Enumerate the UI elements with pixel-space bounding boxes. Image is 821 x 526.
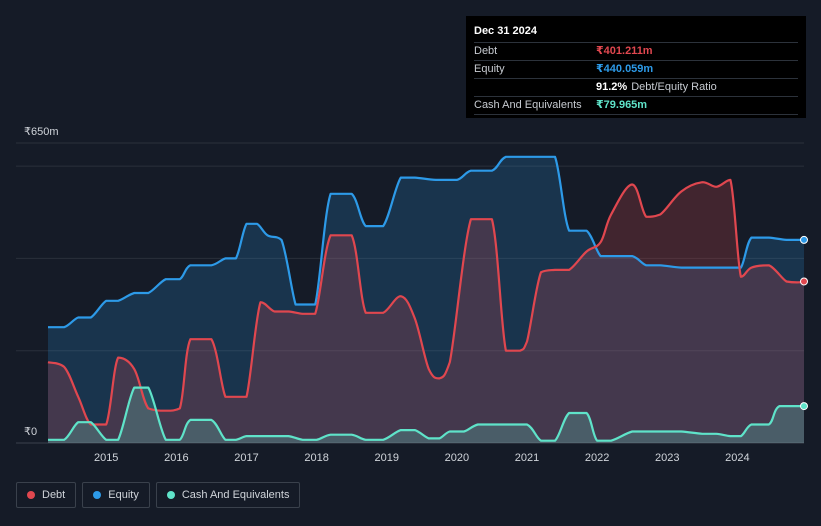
tooltip-ratio-label: Debt/Equity Ratio: [631, 81, 717, 93]
x-axis-ticks: 2015 2016 2017 2018 2019 2020 2021 2022 2023 2024: [94, 452, 750, 464]
equity-line: [47, 155, 804, 329]
tooltip-equity-label: Equity: [474, 63, 505, 75]
tooltip-row-debt: Debt ₹401.211m: [474, 43, 798, 61]
x-tick-label-2016: 2016: [164, 452, 188, 464]
legend-equity-dot-icon: [93, 491, 102, 499]
x-tick-label-2018: 2018: [304, 452, 328, 464]
equity-end-marker: [800, 235, 808, 244]
tooltip-date: Dec 31 2024: [474, 24, 798, 43]
debt-end-marker: [800, 277, 808, 286]
legend-item-cash[interactable]: Cash And Equivalents: [155, 482, 301, 508]
legend-debt-dot-icon: [27, 491, 35, 499]
x-tick-label-2021: 2021: [515, 452, 539, 464]
tooltip-row-ratio: 91.2% Debt/Equity Ratio: [474, 79, 798, 97]
cash-and-equivalents-end-marker: [800, 402, 808, 411]
x-tick-label-2024: 2024: [725, 452, 749, 464]
cash-and-equivalents-line: [48, 386, 804, 442]
legend-item-equity[interactable]: Equity: [82, 482, 150, 508]
legend-cash-dot-icon: [166, 491, 175, 499]
tooltip-debt-value: ₹401.211m: [596, 45, 653, 57]
x-tick-label-2023: 2023: [655, 452, 679, 464]
legend-cash-label: Cash And Equivalents: [181, 489, 290, 501]
tooltip-row-cash: Cash And Equivalents ₹79.965m: [474, 97, 798, 115]
chart-end-markers: [800, 235, 808, 411]
debt-line: [47, 178, 805, 426]
y-axis-top-label: ₹650m: [24, 126, 59, 138]
x-tick-label-2015: 2015: [94, 452, 118, 464]
legend-item-debt[interactable]: Debt: [16, 482, 77, 508]
tooltip-cash-label: Cash And Equivalents: [474, 99, 582, 111]
chart-lines: [47, 155, 805, 442]
x-tick-label-2020: 2020: [445, 452, 469, 464]
tooltip-ratio-value: 91.2%: [596, 81, 628, 93]
tooltip-row-equity: Equity ₹440.059m: [474, 61, 798, 79]
x-tick-label-2022: 2022: [585, 452, 609, 464]
tooltip-debt-label: Debt: [474, 45, 498, 57]
debt-equity-chart: 2015 2016 2017 2018 2019 2020 2021 2022 2023 2024…: [16, 126, 808, 464]
x-tick-label-2019: 2019: [374, 452, 398, 464]
chart-areas: [48, 156, 804, 444]
debt-area: [48, 179, 804, 443]
tooltip-panel: Dec 31 2024 Debt ₹401.211m Equity ₹440.0…: [466, 16, 806, 118]
x-tick-label-2017: 2017: [234, 452, 258, 464]
tooltip-equity-value: ₹440.059m: [596, 63, 654, 75]
chart-legend: Debt Equity Cash And Equivalents: [16, 482, 301, 508]
cash-and-equivalents-area: [48, 387, 804, 443]
tooltip-cash-value: ₹79.965m: [596, 99, 648, 111]
equity-area: [48, 156, 804, 444]
legend-debt-label: Debt: [42, 489, 66, 501]
chart-grid: [16, 142, 804, 444]
legend-equity-label: Equity: [108, 489, 139, 501]
y-axis-bottom-label: ₹0: [24, 426, 37, 438]
